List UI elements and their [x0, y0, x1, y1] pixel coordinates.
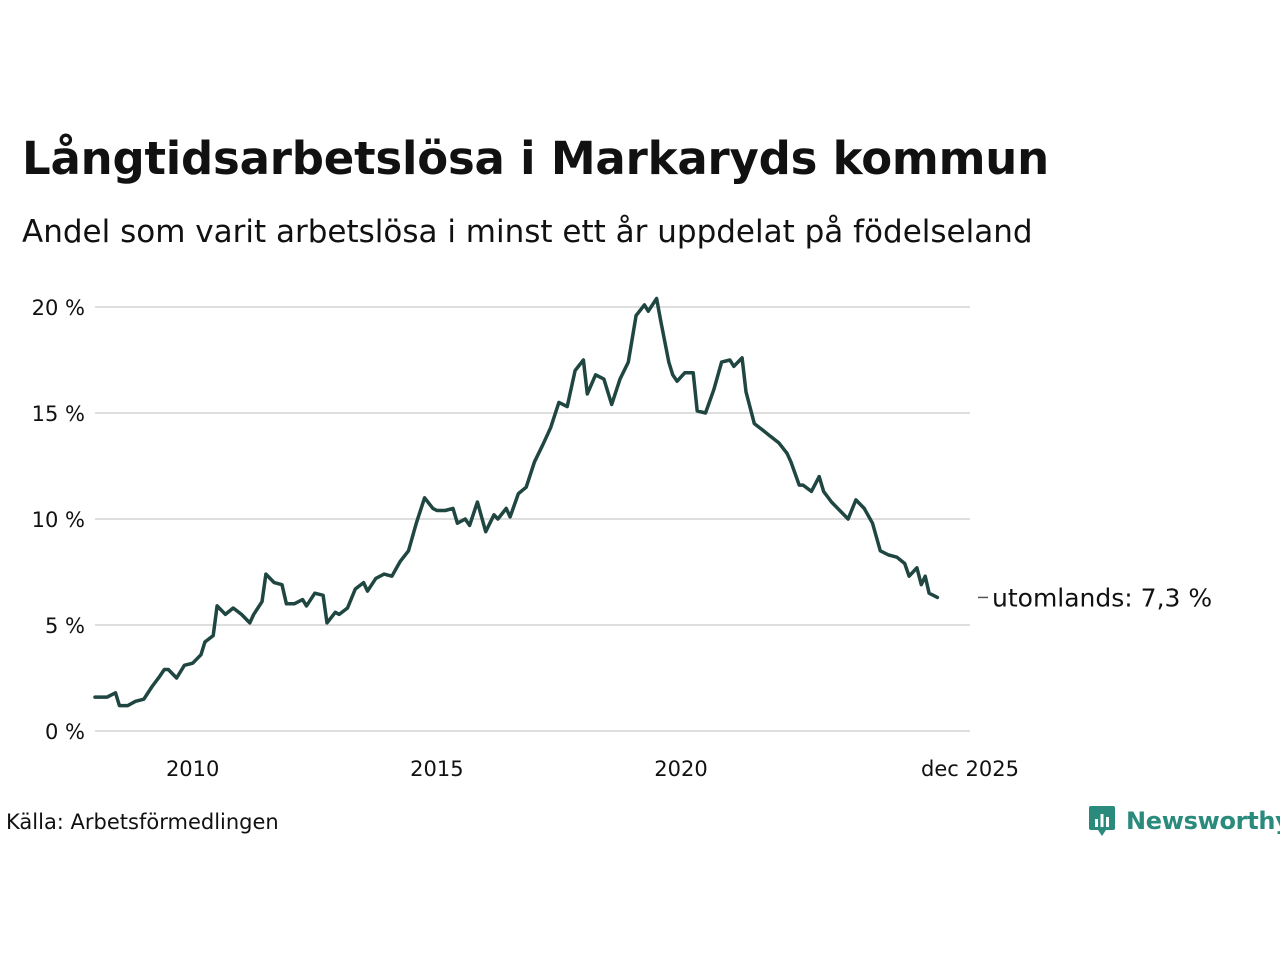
series-end-label: utomlands: 7,3 % [992, 583, 1212, 612]
brand-name: Newsworthy [1126, 807, 1280, 835]
chart-subtitle: Andel som varit arbetslösa i minst ett å… [22, 214, 1033, 250]
newsworthy-logo-icon [1089, 806, 1115, 836]
y-tick-label: 5 % [45, 614, 85, 638]
newsworthy-logo: Newsworthy [1088, 804, 1280, 838]
x-tick-label: 2015 [410, 757, 463, 781]
chart-title: Långtidsarbetslösa i Markaryds kommun [22, 132, 1049, 185]
y-tick-label: 0 % [45, 720, 85, 744]
source-note: Källa: Arbetsförmedlingen [6, 810, 279, 834]
y-tick-label: 15 % [32, 402, 85, 426]
x-tick-label: 2020 [654, 757, 707, 781]
series-line-utomlands [93, 296, 940, 708]
x-tick-label: 2010 [166, 757, 219, 781]
y-tick-label: 10 % [32, 508, 85, 532]
x-tick-label: dec 2025 [921, 757, 1019, 781]
y-tick-label: 20 % [32, 296, 85, 320]
